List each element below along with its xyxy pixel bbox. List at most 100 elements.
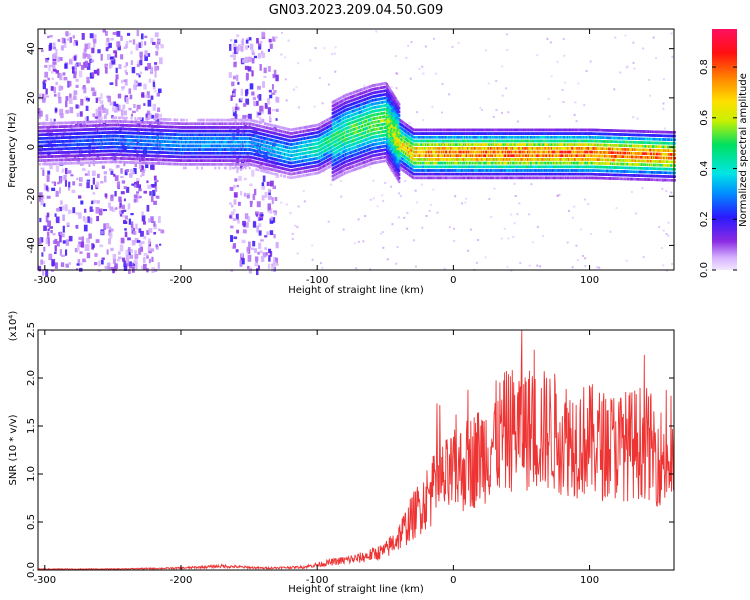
- noise-cell: [78, 195, 82, 199]
- noise-cell: [75, 41, 79, 46]
- spectrogram-cell: [185, 118, 188, 122]
- noise-cell: [264, 146, 268, 151]
- noise-cell: [75, 104, 79, 109]
- noise-cell: [50, 71, 54, 74]
- noise-cell: [42, 94, 47, 101]
- noise-cell: [52, 61, 56, 69]
- noise-cell: [64, 180, 68, 187]
- noise-cell: [249, 200, 253, 204]
- noise-cell: [667, 234, 670, 237]
- noise-cell: [94, 116, 99, 119]
- noise-cell: [147, 184, 152, 189]
- noise-cell: [261, 52, 266, 58]
- noise-cell: [484, 256, 487, 259]
- noise-cell: [127, 32, 131, 36]
- noise-cell: [103, 223, 107, 231]
- noise-cell: [130, 249, 133, 254]
- noise-cell: [40, 259, 44, 265]
- noise-cell: [334, 46, 337, 49]
- noise-cell: [235, 213, 239, 220]
- noise-cell: [271, 84, 274, 90]
- noise-cell: [97, 173, 100, 179]
- noise-cell: [240, 97, 244, 101]
- noise-cell: [107, 202, 112, 208]
- noise-cell: [150, 164, 154, 170]
- noise-cell: [105, 42, 109, 47]
- noise-cell: [147, 53, 151, 57]
- noise-cell: [247, 216, 251, 223]
- noise-cell: [97, 49, 101, 54]
- noise-cell: [38, 237, 42, 245]
- noise-cell: [152, 189, 156, 197]
- noise-cell: [514, 195, 517, 198]
- spectrogram-cell: [115, 116, 118, 119]
- noise-cell: [452, 227, 455, 230]
- noise-cell: [585, 69, 588, 72]
- noise-cell: [74, 247, 78, 253]
- noise-cell: [47, 240, 51, 247]
- noise-cell: [75, 78, 79, 82]
- noise-cell: [424, 45, 427, 48]
- noise-cell: [271, 92, 276, 95]
- noise-cell: [131, 183, 136, 186]
- noise-cell: [477, 239, 480, 242]
- noise-cell: [573, 205, 576, 208]
- noise-cell: [145, 163, 149, 169]
- noise-cell: [242, 229, 247, 234]
- noise-cell: [253, 55, 258, 59]
- noise-cell: [80, 98, 84, 106]
- noise-cell: [289, 212, 292, 215]
- noise-cell: [53, 93, 57, 97]
- noise-cell: [272, 261, 277, 267]
- noise-cell: [50, 86, 54, 91]
- noise-cell: [95, 108, 100, 116]
- noise-cell: [264, 235, 268, 238]
- noise-cell: [118, 210, 122, 215]
- noise-cell: [40, 167, 45, 170]
- noise-cell: [436, 211, 439, 214]
- noise-cell: [120, 54, 124, 60]
- noise-cell: [339, 179, 342, 182]
- noise-cell: [111, 58, 116, 65]
- noise-cell: [256, 225, 260, 233]
- noise-cell: [231, 149, 234, 153]
- noise-cell: [83, 87, 87, 94]
- noise-cell: [41, 200, 45, 204]
- spectrogram-cell: [121, 116, 124, 120]
- noise-cell: [146, 204, 150, 212]
- noise-cell: [79, 177, 83, 181]
- spectrogram-cell: [153, 117, 156, 121]
- noise-cell: [503, 227, 506, 230]
- noise-cell: [47, 77, 50, 81]
- noise-cell: [138, 195, 142, 199]
- noise-cell: [584, 265, 587, 268]
- noise-cell: [141, 215, 146, 222]
- noise-cell: [233, 209, 236, 212]
- noise-cell: [148, 258, 151, 264]
- noise-cell: [127, 203, 131, 210]
- noise-cell: [257, 112, 262, 116]
- noise-cell: [128, 139, 133, 144]
- noise-cell: [128, 173, 133, 178]
- noise-cell: [148, 238, 151, 245]
- noise-cell: [154, 185, 158, 192]
- noise-cell: [41, 194, 45, 199]
- noise-cell: [86, 179, 91, 182]
- spectrogram-cell: [169, 118, 172, 121]
- noise-cell: [238, 44, 242, 51]
- noise-cell: [394, 55, 397, 58]
- noise-cell: [111, 207, 116, 213]
- noise-cell: [256, 38, 259, 44]
- noise-cell: [275, 108, 279, 112]
- noise-cell: [425, 214, 428, 217]
- noise-cell: [54, 251, 57, 254]
- noise-cell: [261, 182, 265, 186]
- noise-cell: [83, 48, 87, 53]
- noise-cell: [267, 263, 271, 269]
- noise-cell: [263, 67, 267, 74]
- spectrogram-cell: [257, 168, 260, 172]
- noise-cell: [51, 187, 56, 192]
- noise-cell: [141, 170, 146, 173]
- spectrogram-cell: [231, 166, 234, 170]
